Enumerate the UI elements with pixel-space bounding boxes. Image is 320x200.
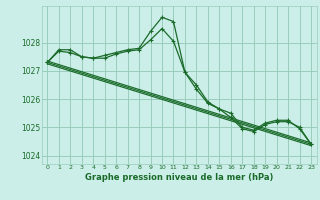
X-axis label: Graphe pression niveau de la mer (hPa): Graphe pression niveau de la mer (hPa) [85, 173, 273, 182]
